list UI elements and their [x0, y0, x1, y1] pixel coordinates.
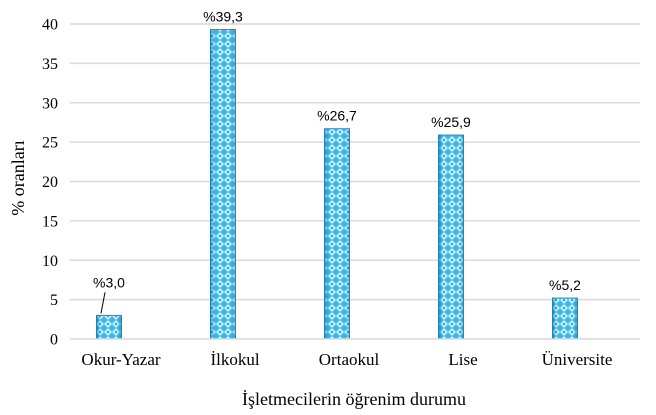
bar [96, 314, 122, 340]
y-tick-label: 25 [42, 135, 58, 152]
y-axis-ticks: 0 5 10 15 20 25 30 35 40 [42, 17, 58, 349]
category-label: Lise [448, 350, 477, 369]
bar-shade [96, 315, 122, 339]
bar [210, 29, 236, 340]
category-label: İlkokul [210, 350, 259, 369]
y-axis-title: % oranları [8, 140, 28, 215]
gridlines [70, 23, 640, 301]
bar-shade [210, 29, 236, 339]
data-label: %26,7 [317, 108, 357, 124]
data-label: %3,0 [93, 274, 125, 290]
bar-shade [552, 298, 578, 339]
y-tick-label: 20 [42, 174, 58, 191]
bar [552, 297, 578, 340]
y-tick-label: 30 [42, 95, 58, 112]
bar [438, 134, 464, 340]
data-label: %39,3 [203, 9, 243, 25]
bar-shade [324, 128, 350, 339]
data-label: %5,2 [549, 277, 581, 293]
data-labels: %3,0 %39,3 %26,7 %25,9 %5,2 [93, 9, 581, 314]
x-axis-title: İşletmecilerin öğrenim durumu [242, 389, 466, 409]
x-axis-categories: Okur-Yazar İlkokul Ortaokul Lise Üniversite [81, 350, 612, 369]
category-label: Üniversite [542, 350, 613, 369]
category-label: Ortaokul [319, 350, 380, 369]
bars [96, 29, 578, 340]
y-tick-label: 40 [42, 17, 58, 34]
y-tick-label: 15 [42, 213, 58, 230]
y-tick-label: 0 [50, 332, 58, 349]
y-tick-label: 5 [50, 292, 58, 309]
bar [324, 128, 350, 340]
y-tick-label: 35 [42, 56, 58, 73]
y-tick-label: 10 [42, 253, 58, 270]
data-label: %25,9 [431, 114, 471, 130]
leader-line [100, 292, 106, 314]
category-label: Okur-Yazar [81, 350, 160, 369]
bar-shade [438, 135, 464, 339]
